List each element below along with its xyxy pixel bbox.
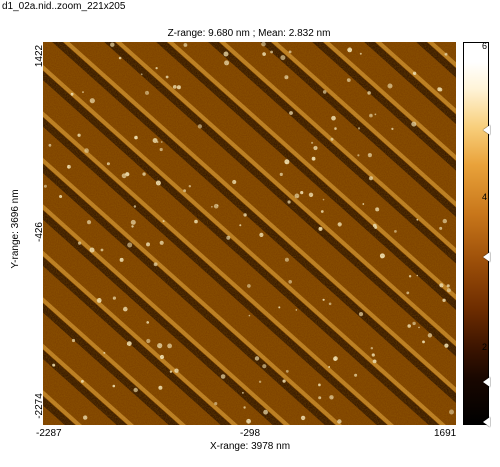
afm-image-canvas [43, 42, 456, 425]
colorbar-marker-icon[interactable] [483, 377, 490, 387]
y-tick-top: 1422 [34, 44, 45, 68]
y-tick-bottom: -2274 [34, 393, 45, 419]
color-scale-bar [463, 42, 489, 425]
surface-texture [43, 42, 456, 425]
y-tick-middle: -426 [34, 222, 45, 243]
file-title: d1_02a.nid..zoom_221x205 [2, 1, 126, 12]
x-tick-left: -2287 [36, 428, 62, 439]
colorbar-marker-icon[interactable] [483, 252, 490, 262]
y-axis-label: Y-range: 3696 nm [10, 189, 21, 269]
x-axis-label: X-range: 3978 nm [209, 441, 291, 452]
colorbar-marker-icon[interactable] [483, 417, 490, 427]
z-range-info: Z-range: 9.680 nm ; Mean: 2.832 nm [167, 28, 331, 39]
colorbar-tick-2: 2 [482, 342, 488, 352]
colorbar-tick-6: 6 [482, 41, 488, 51]
colorbar-marker-icon[interactable] [483, 125, 490, 135]
x-tick-right: 1691 [434, 428, 457, 439]
x-tick-middle: -298 [240, 428, 261, 439]
colorbar-tick-4: 4 [482, 192, 488, 202]
afm-topography-image[interactable] [43, 42, 456, 425]
